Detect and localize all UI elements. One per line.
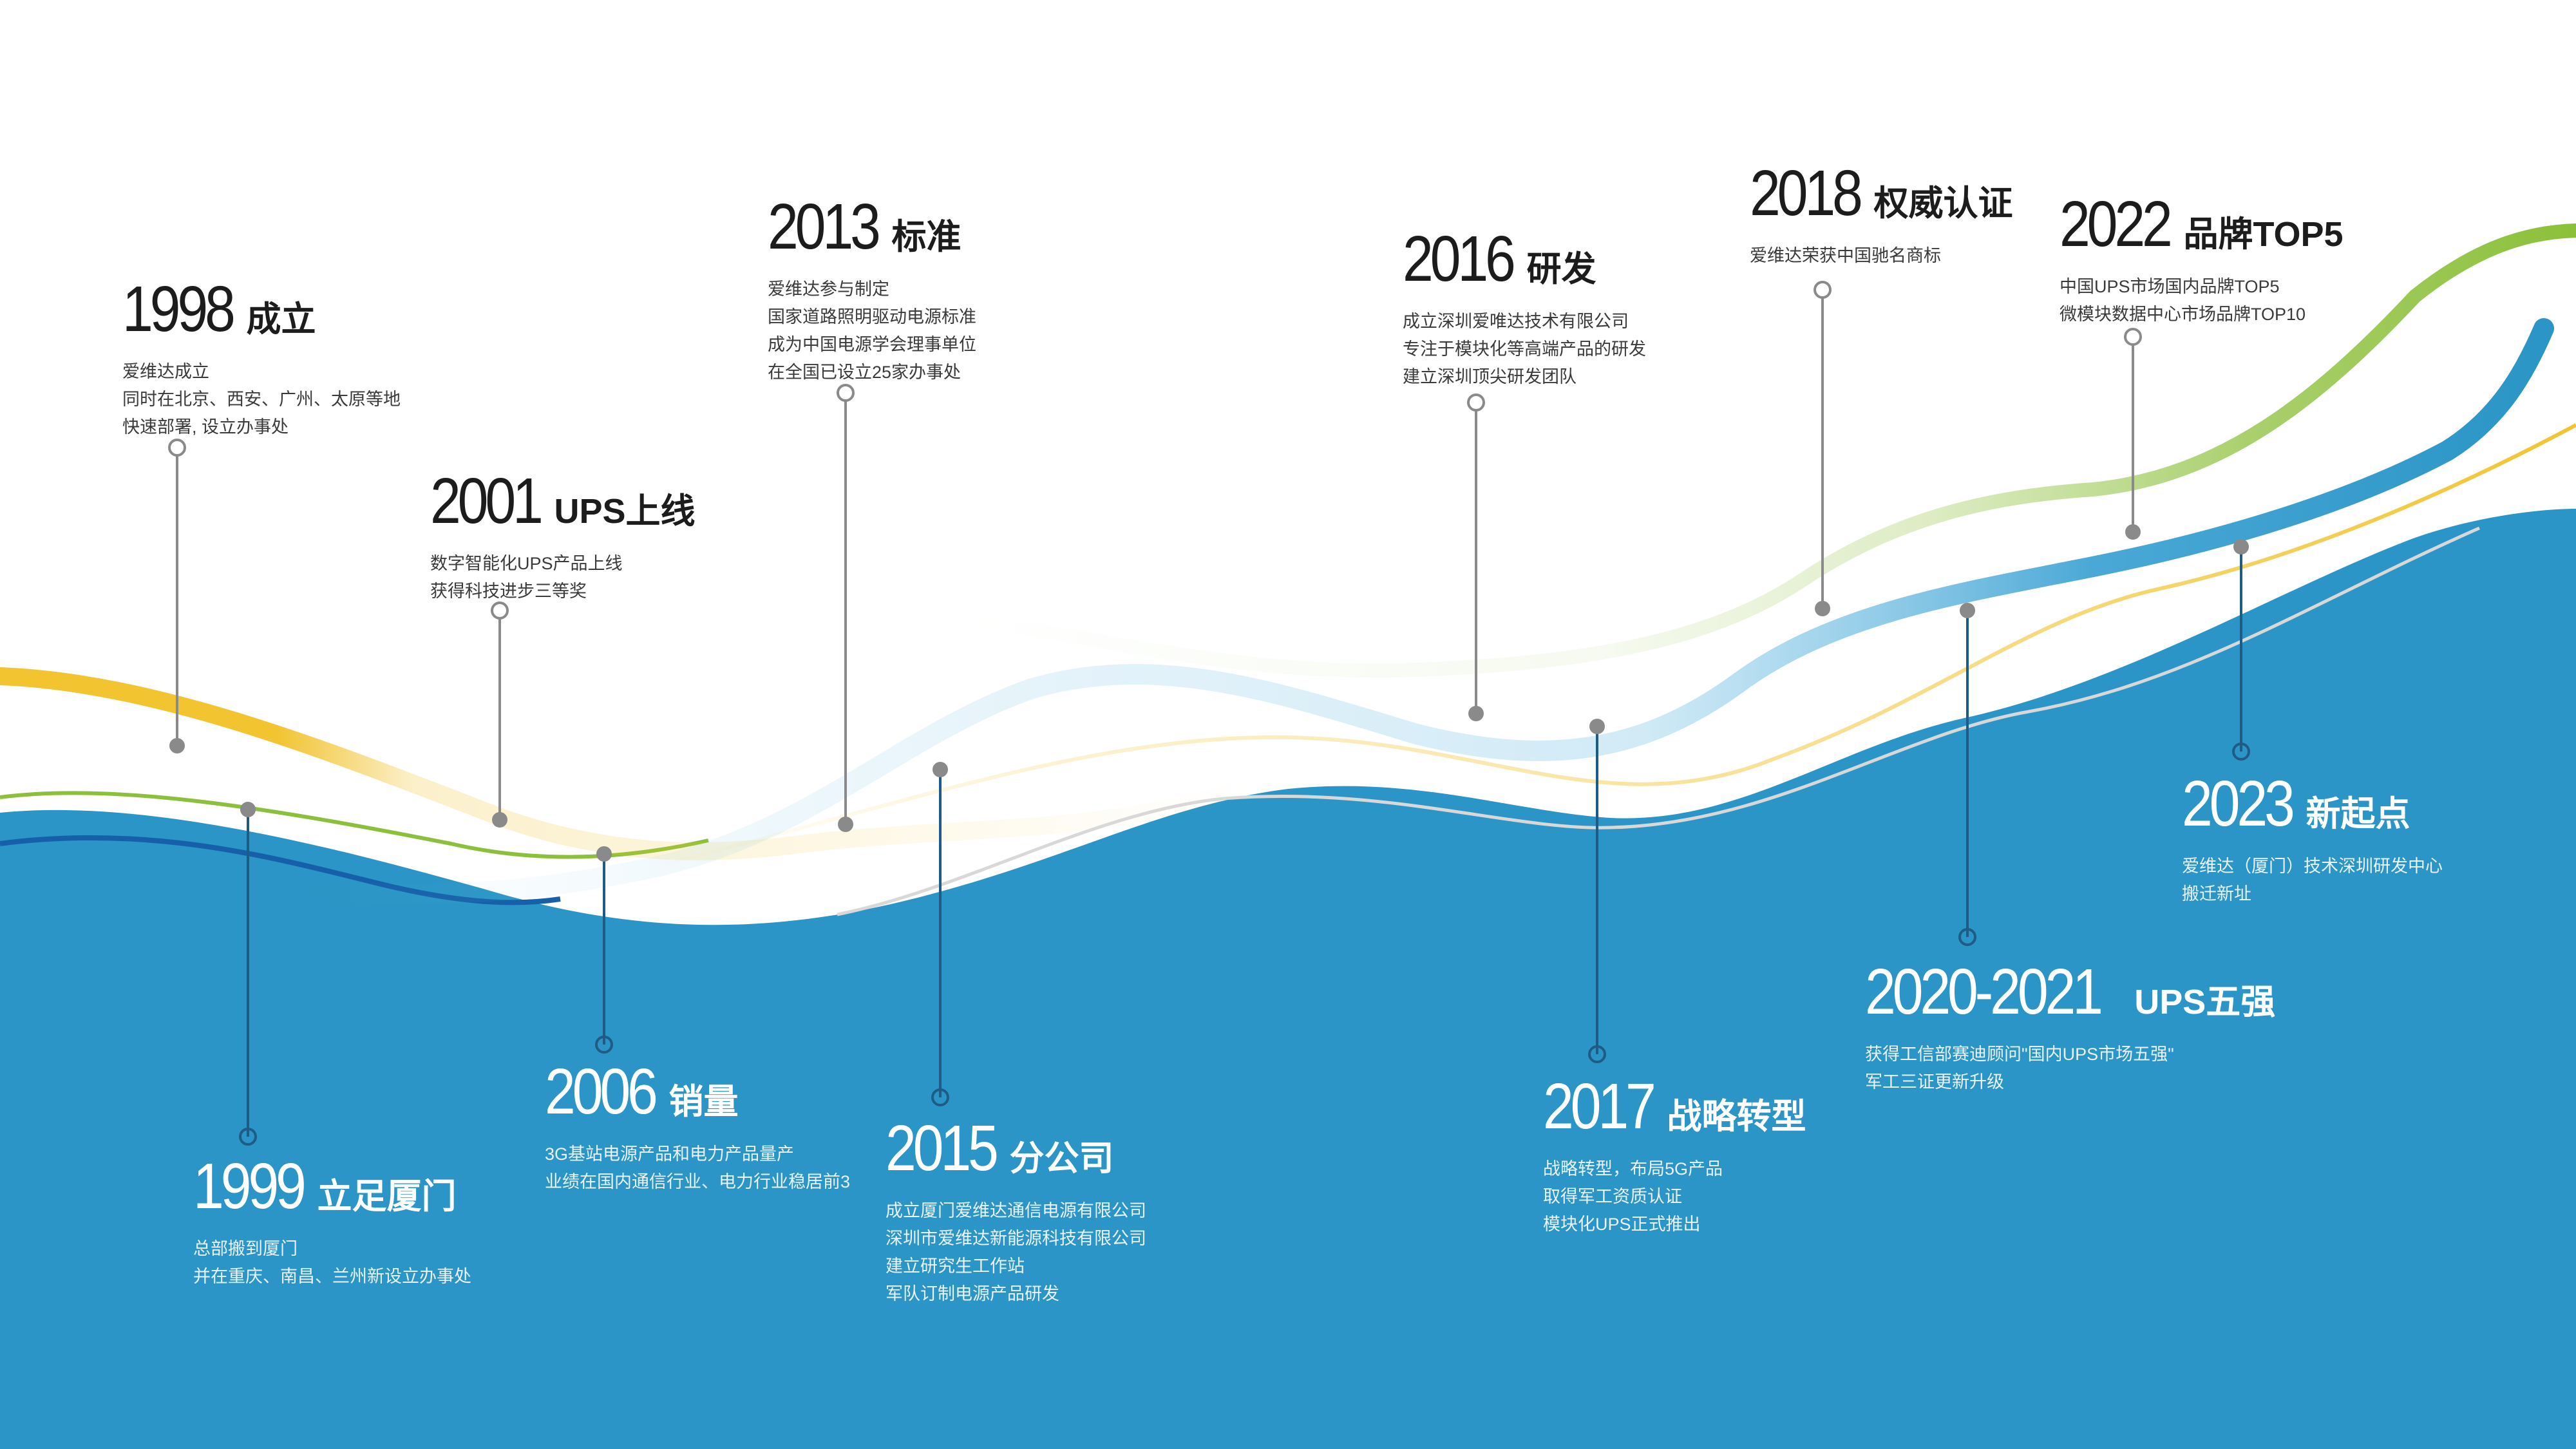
green-ribbon (959, 223, 2576, 678)
milestone-desc-line: 建立深圳顶尖研发团队 (1403, 367, 1577, 386)
milestone-year: 1999 (193, 1150, 307, 1222)
milestone-desc-line: 获得科技进步三等奖 (430, 582, 587, 601)
milestone-desc-line: 成立厦门爱维达通信电源有限公司 (886, 1201, 1146, 1220)
milestone-desc-line: 成为中国电源学会理事单位 (768, 335, 976, 354)
milestone-2001: 2001 UPS上线 数字智能化UPS产品上线 获得科技进步三等奖 (430, 469, 696, 605)
thin-yellow-wave (643, 423, 2576, 871)
milestone-year: 2022 (2060, 188, 2173, 260)
connector-ring (595, 1036, 613, 1054)
milestone-2013: 2013 标准 爱维达参与制定 国家道路照明驱动电源标准 成为中国电源学会理事单位… (768, 194, 976, 386)
light-blue-ribbon (279, 318, 2554, 905)
milestone-year: 2020-2021 (1865, 956, 2103, 1028)
dark-blue-wave (0, 835, 561, 905)
milestone-title: UPS五强 (2134, 983, 2276, 1021)
milestone-1998: 1998 成立 爱维达成立 同时在北京、西安、广州、太原等地 快速部署, 设立办事… (122, 277, 401, 441)
milestone-desc-line: 建立研究生工作站 (886, 1256, 1025, 1276)
milestone-desc-line: 爱维达荣获中国驰名商标 (1750, 246, 1941, 265)
milestone-desc-line: 总部搬到厦门 (193, 1239, 298, 1258)
connector-ring (931, 1088, 949, 1106)
connector-dot (1468, 706, 1484, 721)
milestone-desc-line: 微模块数据中心市场品牌TOP10 (2060, 305, 2306, 324)
connector-dot (2233, 539, 2249, 554)
milestone-2017: 2017 战略转型 战略转型，布局5G产品 取得军工资质认证 模块化UPS正式推出 (1543, 1074, 1806, 1238)
connector-dot (838, 817, 853, 832)
milestone-title: UPS上线 (554, 492, 696, 531)
milestone-desc-line: 军队订制电源产品研发 (886, 1284, 1059, 1303)
milestone-desc-line: 国家道路照明驱动电源标准 (768, 307, 976, 327)
milestone-desc-line: 获得工信部赛迪顾问"国内UPS市场五强" (1865, 1045, 2174, 1064)
connector-ring (239, 1128, 257, 1146)
milestone-2016: 2016 研发 成立深圳爱唯达技术有限公司 专注于模块化等高端产品的研发 建立深圳… (1403, 227, 1646, 391)
milestone-title: 销量 (668, 1083, 739, 1121)
milestone-2006: 2006 销量 3G基站电源产品和电力产品量产 业绩在国内通信行业、电力行业稳居前… (545, 1059, 850, 1196)
milestone-title: 研发 (1526, 250, 1596, 289)
milestone-desc-line: 爱维达成立 (122, 362, 209, 381)
milestone-2015: 2015 分公司 成立厦门爱维达通信电源有限公司 深圳市爱维达新能源科技有限公司 … (886, 1116, 1146, 1308)
milestone-desc-line: 爱维达（厦门）技术深圳研发中心 (2182, 857, 2443, 876)
milestone-title: 品牌TOP5 (2183, 215, 2344, 254)
milestone-2022: 2022 品牌TOP5 中国UPS市场国内品牌TOP5 微模块数据中心市场品牌TO… (2060, 192, 2344, 328)
connector-ring (2124, 328, 2142, 346)
connector-dot (2125, 524, 2141, 540)
connector-ring (491, 601, 509, 620)
milestone-desc-line: 在全国已设立25家办事处 (768, 363, 961, 382)
connector-dot (240, 802, 256, 817)
milestone-desc-line: 3G基站电源产品和电力产品量产 (545, 1144, 795, 1164)
milestone-desc-line: 成立深圳爱唯达技术有限公司 (1403, 312, 1629, 331)
milestone-desc-line: 数字智能化UPS产品上线 (430, 554, 623, 573)
milestone-title: 标准 (891, 218, 961, 256)
connector-dot (1960, 603, 1975, 618)
milestone-desc-line: 爱维达参与制定 (768, 279, 889, 299)
milestone-year: 2006 (545, 1056, 658, 1128)
connector-ring (168, 439, 186, 457)
milestone-desc-line: 深圳市爱维达新能源科技有限公司 (886, 1229, 1146, 1248)
milestone-desc-line: 军工三证更新升级 (1865, 1072, 2004, 1092)
milestone-title: 权威认证 (1873, 184, 2013, 223)
milestone-desc-line: 取得军工资质认证 (1543, 1187, 1682, 1206)
connector-ring (1467, 393, 1485, 412)
grey-accent-wave (837, 526, 2481, 916)
milestone-year: 2015 (886, 1112, 999, 1184)
connector-ring (837, 384, 855, 402)
connector-dot (933, 762, 948, 777)
milestone-2020-2021: 2020-2021 UPS五强 获得工信部赛迪顾问"国内UPS市场五强" 军工三证… (1865, 960, 2275, 1096)
connector-dot (492, 812, 507, 828)
milestone-desc-line: 中国UPS市场国内品牌TOP5 (2060, 277, 2280, 296)
blue-wave-area (0, 509, 2576, 1449)
connector-dot (169, 738, 185, 753)
yellow-ribbon (0, 667, 1265, 860)
milestone-title: 立足厦门 (317, 1177, 457, 1216)
milestone-title: 分公司 (1009, 1139, 1114, 1178)
milestone-desc-line: 并在重庆、南昌、兰州新设立办事处 (193, 1267, 471, 1286)
milestone-desc-line: 战略转型，布局5G产品 (1543, 1159, 1723, 1179)
connector-dot (1815, 601, 1830, 616)
milestone-desc-line: 模块化UPS正式推出 (1543, 1215, 1701, 1234)
milestone-year: 2023 (2182, 768, 2295, 840)
milestone-2023: 2023 新起点 爱维达（厦门）技术深圳研发中心 搬迁新址 (2182, 772, 2443, 908)
connector-ring (1814, 281, 1832, 299)
milestone-year: 2001 (430, 465, 544, 537)
milestone-title: 成立 (246, 300, 316, 339)
milestone-desc-line: 快速部署, 设立办事处 (122, 417, 289, 437)
milestone-2018: 2018 权威认证 爱维达荣获中国驰名商标 (1750, 161, 2012, 270)
milestone-year: 1998 (122, 273, 236, 345)
milestone-title: 战略转型 (1667, 1097, 1806, 1136)
connector-ring (1588, 1045, 1606, 1063)
connector-dot (1589, 719, 1605, 734)
milestone-desc-line: 业绩在国内通信行业、电力行业稳居前3 (545, 1172, 851, 1191)
milestone-desc-line: 专注于模块化等高端产品的研发 (1403, 339, 1646, 359)
milestone-title: 新起点 (2306, 795, 2410, 833)
milestone-desc-line: 搬迁新址 (2182, 884, 2251, 904)
milestone-year: 2018 (1750, 157, 1863, 229)
connector-dot (596, 846, 612, 862)
milestone-desc-line: 同时在北京、西安、广州、太原等地 (122, 390, 401, 409)
milestone-year: 2017 (1543, 1070, 1656, 1142)
milestone-year: 2016 (1403, 223, 1516, 295)
connector-ring (1958, 928, 1976, 946)
connector-ring (2232, 743, 2250, 761)
milestone-year: 2013 (768, 191, 881, 263)
milestone-1999: 1999 立足厦门 总部搬到厦门 并在重庆、南昌、兰州新设立办事处 (193, 1154, 471, 1291)
